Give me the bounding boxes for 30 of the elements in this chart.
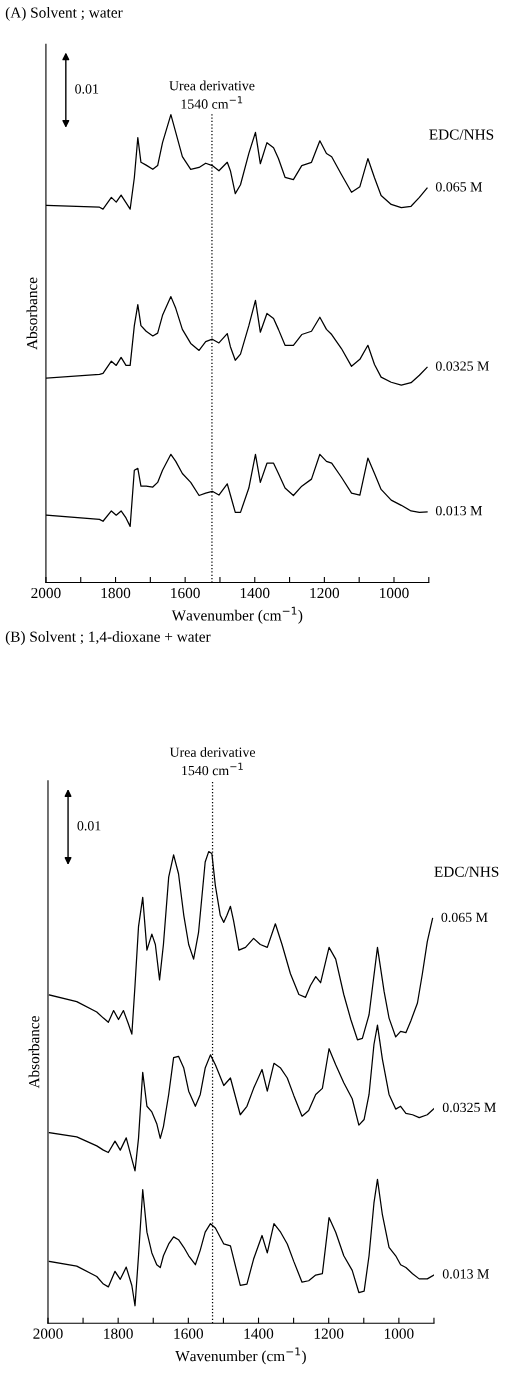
chart-title: (B) Solvent ; 1,4-dioxane + water — [5, 631, 211, 645]
ref-line-label: Urea derivative 1540 cm$^{−1}$ — [169, 80, 255, 109]
x-tick-label: 1200 — [310, 587, 340, 599]
y-axis-title: Absorbance — [28, 1016, 40, 1089]
x-tick-label: 1800 — [104, 1328, 133, 1339]
x-tick-label: 2000 — [33, 1328, 63, 1339]
text: 0.01 — [75, 84, 99, 94]
text: EDC/NHS — [434, 866, 499, 877]
series-label: 0.065 M — [441, 912, 488, 923]
x-tick-label: 1600 — [171, 587, 200, 599]
x-axis-title: Wavenumber (cm$^{−1}$) — [175, 1347, 306, 1365]
x-tick-label: 1800 — [101, 587, 131, 599]
text: EDC/NHS — [429, 129, 494, 140]
x-axis-title: Wavenumber (cm$^{−1}$) — [171, 606, 303, 624]
series-label: 0.0325 M — [435, 361, 489, 371]
text: 0.01 — [77, 821, 101, 831]
x-tick-label: 1000 — [384, 1328, 414, 1339]
chart-title: (A) Solvent ; water — [5, 6, 123, 21]
x-tick-label: 1400 — [240, 587, 270, 599]
series-label: 0.013 M — [435, 505, 483, 516]
x-tick-label: 1200 — [314, 1328, 344, 1339]
x-tick-label: 1400 — [244, 1328, 274, 1339]
ref-line-label: Urea derivative 1540 cm$^{−1}$ — [169, 747, 256, 776]
series-label: 0.065 M — [435, 182, 483, 192]
series-label: 0.0325 M — [442, 1102, 496, 1113]
x-tick-label: 1600 — [174, 1328, 204, 1339]
y-axis-title: Absorbance — [26, 277, 38, 350]
series-label: 0.013 M — [442, 1269, 489, 1279]
x-tick-label: 1000 — [380, 587, 409, 599]
x-tick-label: 2000 — [31, 587, 61, 599]
